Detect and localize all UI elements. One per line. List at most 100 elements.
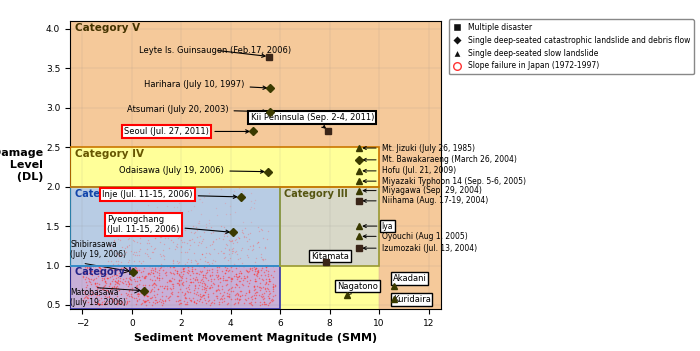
Point xyxy=(174,200,185,206)
Point xyxy=(245,299,256,305)
Point xyxy=(82,271,93,277)
Point xyxy=(223,269,234,274)
Point xyxy=(232,290,243,296)
Point xyxy=(187,275,198,280)
Point xyxy=(230,274,241,279)
Point xyxy=(198,262,209,268)
Point xyxy=(120,232,132,238)
Point xyxy=(183,270,194,276)
Point xyxy=(181,260,193,265)
Point xyxy=(207,263,218,268)
Point xyxy=(230,291,241,297)
Point xyxy=(158,301,169,306)
Point xyxy=(121,245,132,250)
Point xyxy=(260,272,271,278)
Point xyxy=(191,270,202,276)
Point xyxy=(192,261,203,266)
Point xyxy=(164,293,176,298)
Point xyxy=(104,293,115,298)
Point xyxy=(82,265,93,271)
Point xyxy=(125,276,136,282)
Point xyxy=(168,283,179,289)
Point xyxy=(146,267,157,272)
Point xyxy=(225,204,236,209)
Point xyxy=(219,298,230,304)
Point xyxy=(94,289,105,294)
Point xyxy=(123,257,134,263)
Point xyxy=(196,268,207,273)
Point xyxy=(180,290,191,296)
Point xyxy=(85,270,96,276)
Point xyxy=(191,290,202,295)
Point xyxy=(106,259,117,264)
Point xyxy=(220,230,231,236)
Point xyxy=(230,271,241,277)
Point xyxy=(112,300,123,305)
Point xyxy=(218,295,229,300)
Point xyxy=(111,262,122,268)
Point xyxy=(116,292,127,297)
Point xyxy=(203,220,214,225)
Point xyxy=(185,280,196,285)
Point xyxy=(257,291,268,297)
Point xyxy=(78,275,89,280)
Text: Harihara (July 10, 1997): Harihara (July 10, 1997) xyxy=(144,80,266,90)
Point xyxy=(99,301,111,306)
Point xyxy=(161,225,172,230)
Point xyxy=(181,301,193,307)
Point xyxy=(133,267,144,272)
Point xyxy=(113,278,124,283)
Point xyxy=(223,257,234,263)
Point xyxy=(100,264,111,270)
Point xyxy=(79,264,90,270)
Point xyxy=(260,279,271,285)
Point xyxy=(156,275,167,280)
Point xyxy=(123,298,134,304)
Point xyxy=(164,294,175,300)
Point xyxy=(206,241,218,247)
Point xyxy=(223,291,235,297)
Point xyxy=(148,273,160,279)
Point xyxy=(191,300,202,305)
Point xyxy=(261,289,272,294)
Point xyxy=(137,282,148,287)
Point xyxy=(241,268,253,274)
Point xyxy=(224,286,235,292)
Point xyxy=(140,292,151,298)
Point xyxy=(144,276,155,282)
Point xyxy=(95,265,106,271)
Point xyxy=(244,230,256,236)
Point xyxy=(243,289,254,295)
Point xyxy=(204,298,215,303)
Point xyxy=(162,203,173,209)
Point xyxy=(212,273,223,279)
Point xyxy=(95,301,106,306)
Point xyxy=(237,245,248,251)
Point xyxy=(112,283,123,289)
Point xyxy=(189,299,200,305)
Point xyxy=(184,246,195,252)
Point xyxy=(85,277,97,282)
Point xyxy=(174,286,186,292)
Point xyxy=(134,231,146,237)
Point xyxy=(107,276,118,282)
Text: Miyagawa (Sep. 29, 2004): Miyagawa (Sep. 29, 2004) xyxy=(363,186,482,195)
Point xyxy=(105,270,116,276)
Point xyxy=(135,269,146,274)
Point xyxy=(116,298,127,304)
Point xyxy=(133,293,144,299)
Point xyxy=(122,260,133,265)
Point xyxy=(213,299,224,305)
Point xyxy=(94,282,105,287)
Point xyxy=(214,287,225,293)
Point xyxy=(105,246,116,252)
Point xyxy=(153,277,164,283)
Text: Miyazaki Typhoon 14 (Sep. 5-6, 2005): Miyazaki Typhoon 14 (Sep. 5-6, 2005) xyxy=(363,177,526,186)
Point xyxy=(185,279,196,285)
Point xyxy=(187,267,198,272)
Point xyxy=(251,240,262,246)
Point xyxy=(90,280,101,286)
Point xyxy=(239,296,251,302)
Point xyxy=(206,299,218,305)
Point xyxy=(159,263,170,269)
